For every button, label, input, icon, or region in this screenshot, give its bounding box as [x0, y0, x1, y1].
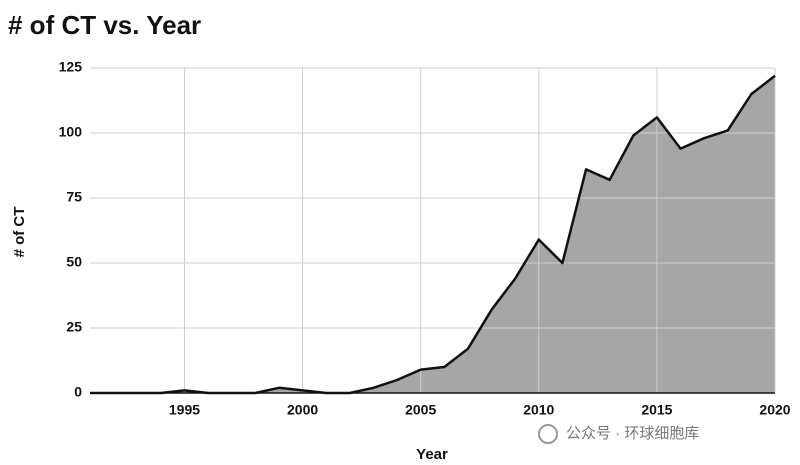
- watermark: 公众号 · 环球细胞库: [566, 425, 699, 442]
- x-tick-label: 2005: [405, 402, 436, 418]
- y-axis-label: # of CT: [11, 207, 28, 258]
- x-tick-label: 1995: [169, 402, 200, 418]
- y-tick-label: 100: [59, 124, 83, 140]
- x-tick-label: 2015: [641, 402, 672, 418]
- y-tick-label: 125: [59, 59, 83, 75]
- y-tick-label: 25: [66, 319, 82, 335]
- x-axis-label: Year: [416, 446, 448, 463]
- y-tick-label: 75: [66, 189, 82, 205]
- area-fill: [90, 75, 775, 394]
- x-tick-label: 2010: [523, 402, 554, 418]
- x-tick-label: 2020: [759, 402, 790, 418]
- y-tick-label: 0: [74, 384, 82, 400]
- chart-title: # of CT vs. Year: [8, 10, 201, 40]
- y-tick-label: 50: [66, 254, 82, 270]
- watermark-icon: [538, 424, 558, 444]
- x-tick-label: 2000: [287, 402, 318, 418]
